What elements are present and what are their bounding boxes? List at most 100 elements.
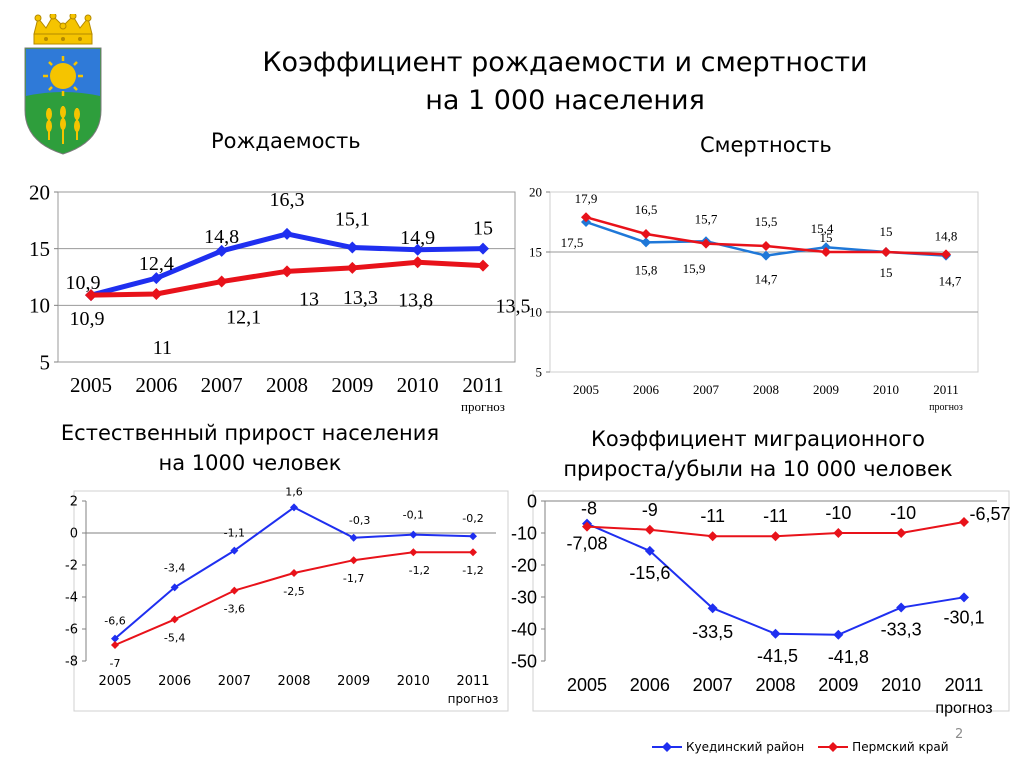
x-tick-label: 2006 (633, 382, 660, 397)
data-label: 1,6 (285, 485, 303, 498)
data-label: 14,8 (204, 226, 239, 248)
x-tick-label: 2011 (462, 373, 503, 397)
data-point-marker (111, 634, 119, 643)
x-tick-sublabel: прогноз (935, 700, 992, 717)
data-point-marker (290, 503, 298, 512)
data-point-marker (409, 530, 418, 539)
x-tick-label: 2006 (630, 675, 670, 695)
data-point-marker (707, 603, 718, 614)
data-point-marker (150, 272, 163, 285)
data-label: 14,7 (755, 272, 778, 287)
x-tick-label: 2009 (818, 675, 858, 695)
x-tick-label: 2009 (331, 373, 373, 397)
data-point-marker (641, 237, 651, 248)
data-label: -41,5 (757, 646, 798, 666)
y-tick-label: 5 (536, 365, 543, 380)
data-label: -3,6 (224, 603, 245, 616)
crown-icon (33, 14, 93, 45)
data-label: -3,4 (164, 561, 185, 574)
data-label: -33,5 (692, 622, 733, 642)
data-point-marker (150, 288, 163, 300)
data-point-marker (346, 241, 359, 254)
data-label: -7 (110, 657, 121, 670)
data-label: 15,8 (635, 262, 658, 277)
chart-title-migration-line1: Коэффициент миграционного (590, 427, 926, 451)
x-tick-sublabel: прогноз (448, 692, 499, 706)
x-tick-label: 2009 (337, 674, 370, 689)
data-label: -30,1 (943, 607, 984, 627)
page-number: 2 (955, 727, 964, 742)
y-tick-label: 10 (529, 305, 542, 320)
data-label: -11 (700, 506, 725, 526)
data-point-marker (281, 265, 293, 278)
chart-title-natural-line2: на 1000 человек (158, 451, 342, 475)
data-label: -10 (825, 503, 851, 523)
data-label: 14,7 (939, 274, 962, 289)
data-point-marker (770, 531, 781, 542)
data-point-marker (581, 212, 591, 223)
page-title-line2: на 1 000 населения (425, 85, 705, 116)
legend-item-perm: Пермский край (818, 740, 949, 754)
data-point-marker (281, 227, 293, 240)
data-point-marker (644, 545, 655, 556)
data-point-marker (761, 250, 771, 261)
chart-title-migration-line2: прироста/убыли на 10 000 человек (563, 457, 953, 481)
data-point-marker (409, 548, 418, 557)
data-point-marker (644, 524, 655, 535)
x-tick-label: 2009 (813, 382, 839, 397)
data-point-marker (411, 256, 424, 269)
data-point-marker (170, 583, 179, 592)
x-tick-label: 2010 (397, 674, 430, 689)
data-point-marker (770, 628, 781, 639)
x-tick-label: 2010 (873, 382, 899, 397)
x-tick-label: 2005 (567, 675, 607, 695)
data-label: -1,1 (224, 527, 245, 540)
x-tick-label: 2008 (753, 382, 779, 397)
data-point-marker (349, 556, 358, 565)
x-tick-label: 2010 (881, 675, 921, 695)
data-label: -6,57 (969, 504, 1010, 524)
data-point-marker (959, 517, 969, 528)
y-tick-label: 2 (70, 495, 78, 510)
data-label: 12,1 (226, 307, 261, 329)
chart-border (532, 490, 1010, 712)
y-tick-label: 15 (529, 245, 542, 260)
chart-title-death: Смертность (700, 133, 832, 157)
data-label: 15,4 (811, 221, 834, 236)
x-tick-label: 2005 (70, 373, 112, 397)
data-point-marker (349, 533, 358, 542)
data-label: -0,2 (462, 512, 483, 525)
data-label: 16,5 (635, 202, 658, 217)
data-point-marker (477, 242, 489, 255)
data-label: 15,7 (695, 212, 718, 227)
data-label: 15 (473, 218, 493, 240)
data-label: -5,4 (164, 631, 185, 644)
data-point-marker (707, 531, 718, 542)
data-label: 13,8 (398, 289, 433, 311)
y-tick-label: -6 (65, 623, 78, 638)
x-tick-label: 2008 (266, 373, 308, 397)
x-tick-label: 2007 (693, 382, 720, 397)
data-point-marker (230, 586, 239, 595)
data-label: -10 (890, 503, 916, 523)
data-point-marker (701, 238, 711, 249)
y-tick-label: -10 (511, 523, 537, 543)
y-tick-label: 5 (40, 350, 51, 374)
chart-title-natural: Естественный прирост населения на 1000 ч… (30, 418, 470, 478)
y-tick-label: 0 (527, 491, 537, 511)
data-label: 15 (820, 230, 833, 245)
x-tick-sublabel: прогноз (461, 399, 505, 414)
data-label: 10,9 (70, 308, 105, 330)
data-label: 11 (153, 337, 172, 359)
data-point-marker (896, 602, 907, 613)
data-label: 17,9 (575, 191, 598, 206)
y-tick-label: 10 (29, 294, 50, 318)
data-point-marker (833, 629, 844, 640)
data-label: 15,5 (755, 214, 778, 229)
data-point-marker (959, 592, 969, 603)
shield-icon (24, 47, 102, 155)
data-label: -2,5 (283, 585, 304, 598)
